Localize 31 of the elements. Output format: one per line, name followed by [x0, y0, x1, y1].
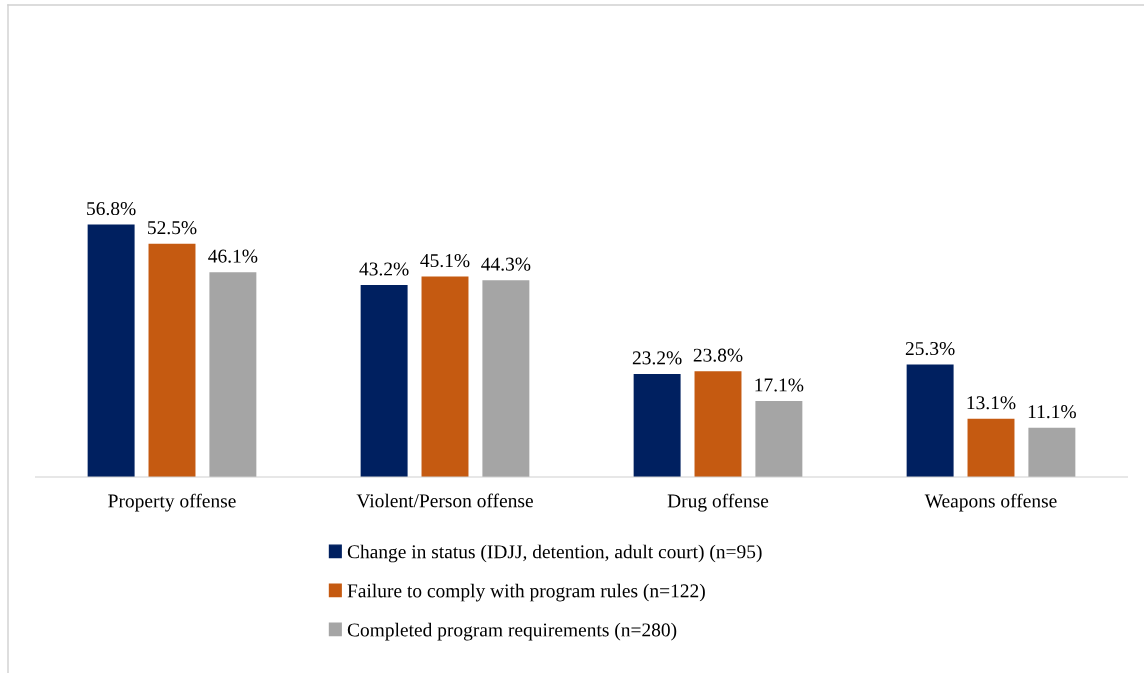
bar: [755, 401, 803, 477]
bar: [360, 285, 408, 477]
bar: [906, 364, 954, 477]
legend-label: Change in status (IDJJ, detention, adult court) (n=95): [347, 544, 762, 563]
data-label: 44.3%: [481, 257, 531, 271]
data-label: 23.2%: [632, 351, 682, 365]
bar: [87, 224, 135, 477]
data-label: 17.1%: [755, 378, 804, 392]
bar: [694, 371, 742, 477]
x-tick-label: Weapons offense: [924, 493, 1057, 512]
bar: [1028, 427, 1076, 477]
x-tick-label: Property offense: [108, 493, 236, 512]
bar: [482, 280, 530, 477]
data-label: 45.1%: [420, 253, 470, 268]
data-label: 46.1%: [208, 249, 258, 263]
bar: [209, 272, 257, 477]
bar: [967, 418, 1015, 477]
data-label: 25.3%: [905, 341, 955, 356]
bar: [633, 373, 681, 477]
data-label: 11.1%: [1028, 405, 1076, 419]
legend-label: Failure to comply with program rules (n=122): [347, 583, 705, 602]
data-label: 43.2%: [359, 262, 409, 276]
bar: [421, 276, 469, 477]
data-label: 56.8%: [87, 201, 136, 216]
data-label: 13.1%: [967, 396, 1016, 410]
x-tick-label: Violent/Person offense: [356, 493, 533, 508]
x-tick-label: Drug offense: [667, 493, 769, 512]
legend-label: Completed program requirements (n=280): [347, 622, 677, 641]
bar: [148, 243, 196, 477]
data-label: 23.8%: [693, 348, 743, 362]
data-label: 52.5%: [148, 221, 197, 235]
